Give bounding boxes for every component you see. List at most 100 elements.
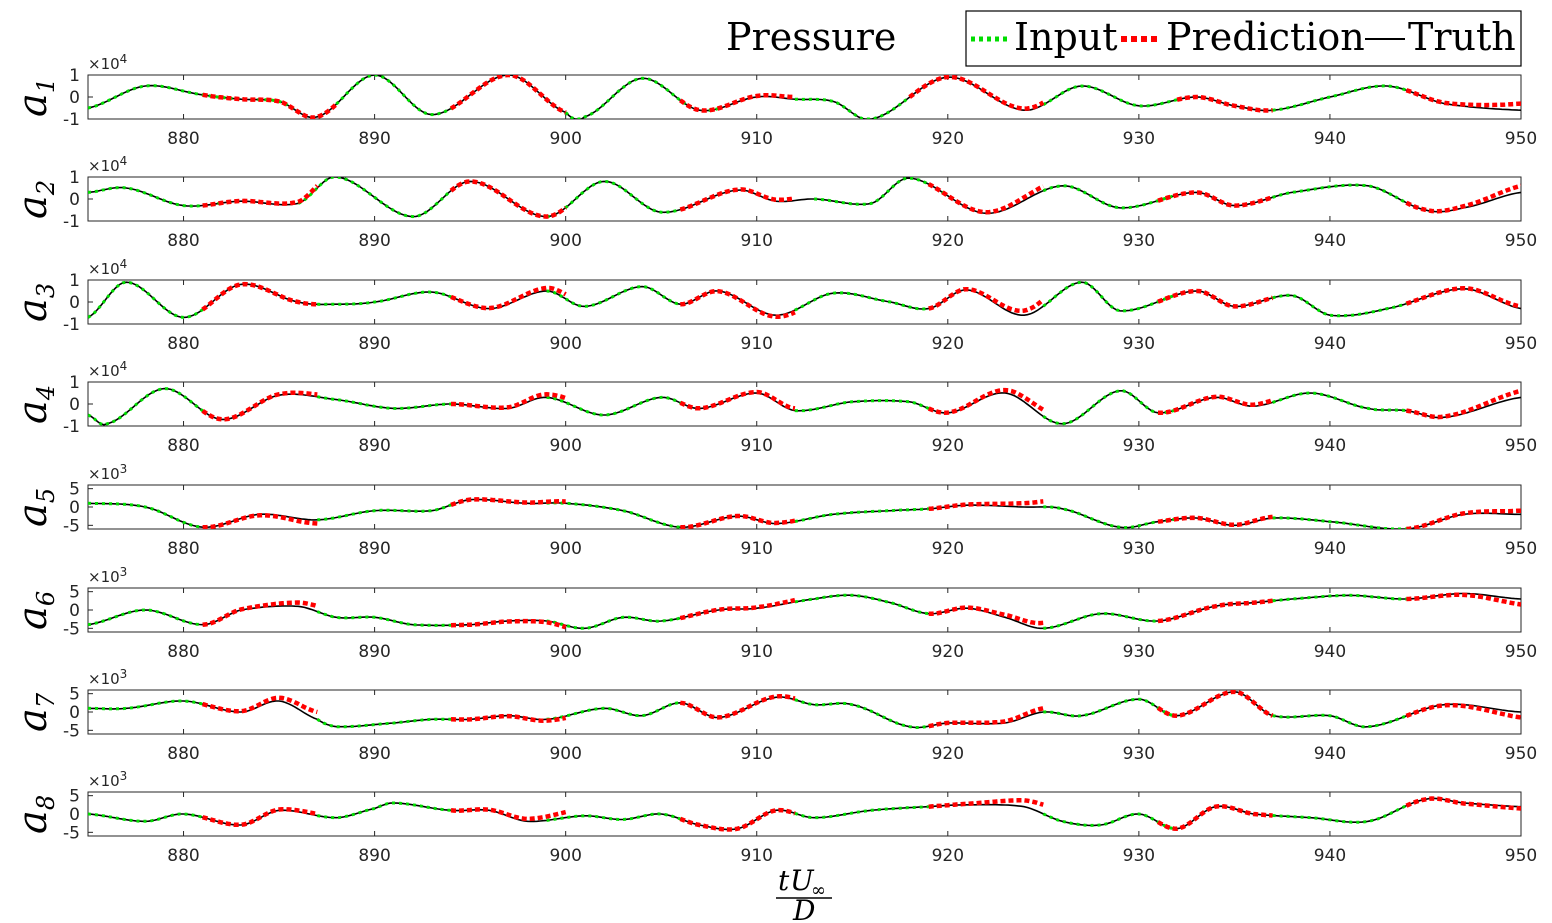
prediction-series-segment	[1406, 388, 1521, 420]
x-tick-label: 910	[741, 436, 773, 456]
y-tick-label: 0	[69, 805, 80, 825]
x-tick-label: 880	[167, 539, 199, 559]
panel-series	[88, 280, 1521, 319]
mode-label-letter: a	[10, 708, 56, 732]
x-tick-label: 900	[549, 539, 581, 559]
input-series-segment	[794, 698, 929, 729]
prediction-series-segment	[1157, 598, 1273, 624]
xlabel-d: D	[792, 894, 815, 923]
input-series-segment	[546, 812, 681, 822]
x-tick-label: 940	[1314, 744, 1346, 764]
legend-truth-label: Truth	[1408, 15, 1516, 59]
prediction-series-segment	[1156, 803, 1273, 831]
input-series-segment	[1272, 293, 1407, 318]
panel-series	[88, 387, 1521, 426]
mode-label-subscript: 3	[32, 283, 60, 298]
x-tick-label: 890	[358, 436, 390, 456]
x-tick-label: 950	[1505, 744, 1537, 764]
input-series-segment	[317, 801, 452, 820]
x-tick-label: 900	[549, 129, 581, 149]
y-tick-label: 0	[69, 498, 80, 518]
prediction-series-segment	[1157, 288, 1274, 309]
y-tick-label: -5	[63, 516, 80, 536]
mode-label-letter: a	[10, 298, 56, 322]
y-tick-label: -1	[63, 110, 80, 130]
mode-label-a3: a3	[10, 283, 60, 322]
y-tick-label: 5	[69, 787, 80, 807]
input-series-segment	[1043, 612, 1178, 630]
x-tick-label: 950	[1505, 129, 1537, 149]
prediction-series-segment	[201, 281, 318, 312]
x-tick-label: 910	[741, 231, 773, 251]
x-tick-label: 920	[932, 231, 964, 251]
panel-series	[88, 796, 1521, 832]
mode-label-letter: a	[10, 93, 56, 117]
prediction-series-segment	[1406, 592, 1521, 607]
prediction-series-segment	[679, 187, 796, 212]
y-tick-label: -1	[63, 212, 80, 232]
input-series-segment	[88, 185, 222, 208]
x-tick-label: 900	[549, 846, 581, 866]
x-tick-label: 880	[167, 744, 199, 764]
input-series-segment	[1272, 183, 1408, 205]
input-series-segment	[1272, 593, 1407, 603]
x-tick-label: 910	[741, 744, 773, 764]
y-tick-label: 0	[69, 293, 80, 313]
input-series-segment	[1272, 804, 1408, 824]
x-tick-label: 880	[167, 436, 199, 456]
prediction-series-segment	[1158, 394, 1274, 416]
input-series-segment	[1042, 389, 1178, 426]
prediction-series-segment	[1157, 190, 1274, 208]
y-exponent-label: ×103	[88, 565, 127, 586]
x-tick-label: 930	[1123, 539, 1155, 559]
y-exponent-label: ×103	[88, 667, 127, 688]
x-tick-label: 920	[932, 539, 964, 559]
input-series-segment	[794, 593, 929, 616]
y-tick-label: -5	[63, 619, 80, 639]
prediction-series-segment	[908, 75, 1045, 111]
input-series-segment	[546, 615, 681, 630]
prediction-series-segment	[679, 389, 796, 411]
x-tick-label: 920	[932, 744, 964, 764]
y-exponent-base: ×10	[88, 465, 120, 483]
x-tick-label: 890	[358, 846, 390, 866]
input-series-segment	[1043, 697, 1178, 718]
x-tick-label: 920	[932, 846, 964, 866]
input-series-segment	[1272, 391, 1407, 413]
input-series-segment	[794, 399, 930, 413]
prediction-series-segment	[201, 695, 318, 715]
prediction-series-segment	[679, 807, 796, 832]
x-tick-label: 890	[358, 129, 390, 149]
x-tick-label: 950	[1505, 334, 1537, 354]
prediction-series-segment	[202, 184, 319, 208]
y-exponent-base: ×10	[88, 568, 120, 586]
x-tick-label: 890	[358, 334, 390, 354]
y-exponent-base: ×10	[88, 670, 120, 688]
y-exponent-label: ×104	[88, 257, 127, 278]
mode-label-a2: a2	[10, 180, 60, 219]
x-tick-label: 880	[167, 129, 199, 149]
input-series-segment	[1042, 280, 1178, 313]
panel-series	[88, 75, 1521, 119]
input-series-segment	[546, 395, 681, 417]
mode-label-subscript: 5	[32, 488, 60, 503]
x-tick-label: 950	[1505, 539, 1537, 559]
y-exponent-power: 3	[120, 462, 128, 476]
y-tick-label: 1	[69, 66, 80, 86]
x-tick-label: 880	[167, 642, 199, 662]
y-tick-label: -5	[63, 823, 80, 843]
mode-label-subscript: 4	[32, 385, 60, 401]
x-tick-label: 890	[358, 231, 390, 251]
input-series-segment	[1042, 84, 1178, 108]
mode-label-letter: a	[10, 195, 56, 219]
x-tick-label: 920	[932, 129, 964, 149]
x-tick-label: 890	[358, 539, 390, 559]
prediction-series-segment	[202, 807, 318, 828]
y-tick-label: 5	[69, 685, 80, 705]
prediction-series-segment	[450, 497, 566, 508]
x-tick-label: 940	[1314, 231, 1346, 251]
y-exponent-label: ×103	[88, 769, 127, 790]
input-series-segment	[88, 387, 204, 426]
